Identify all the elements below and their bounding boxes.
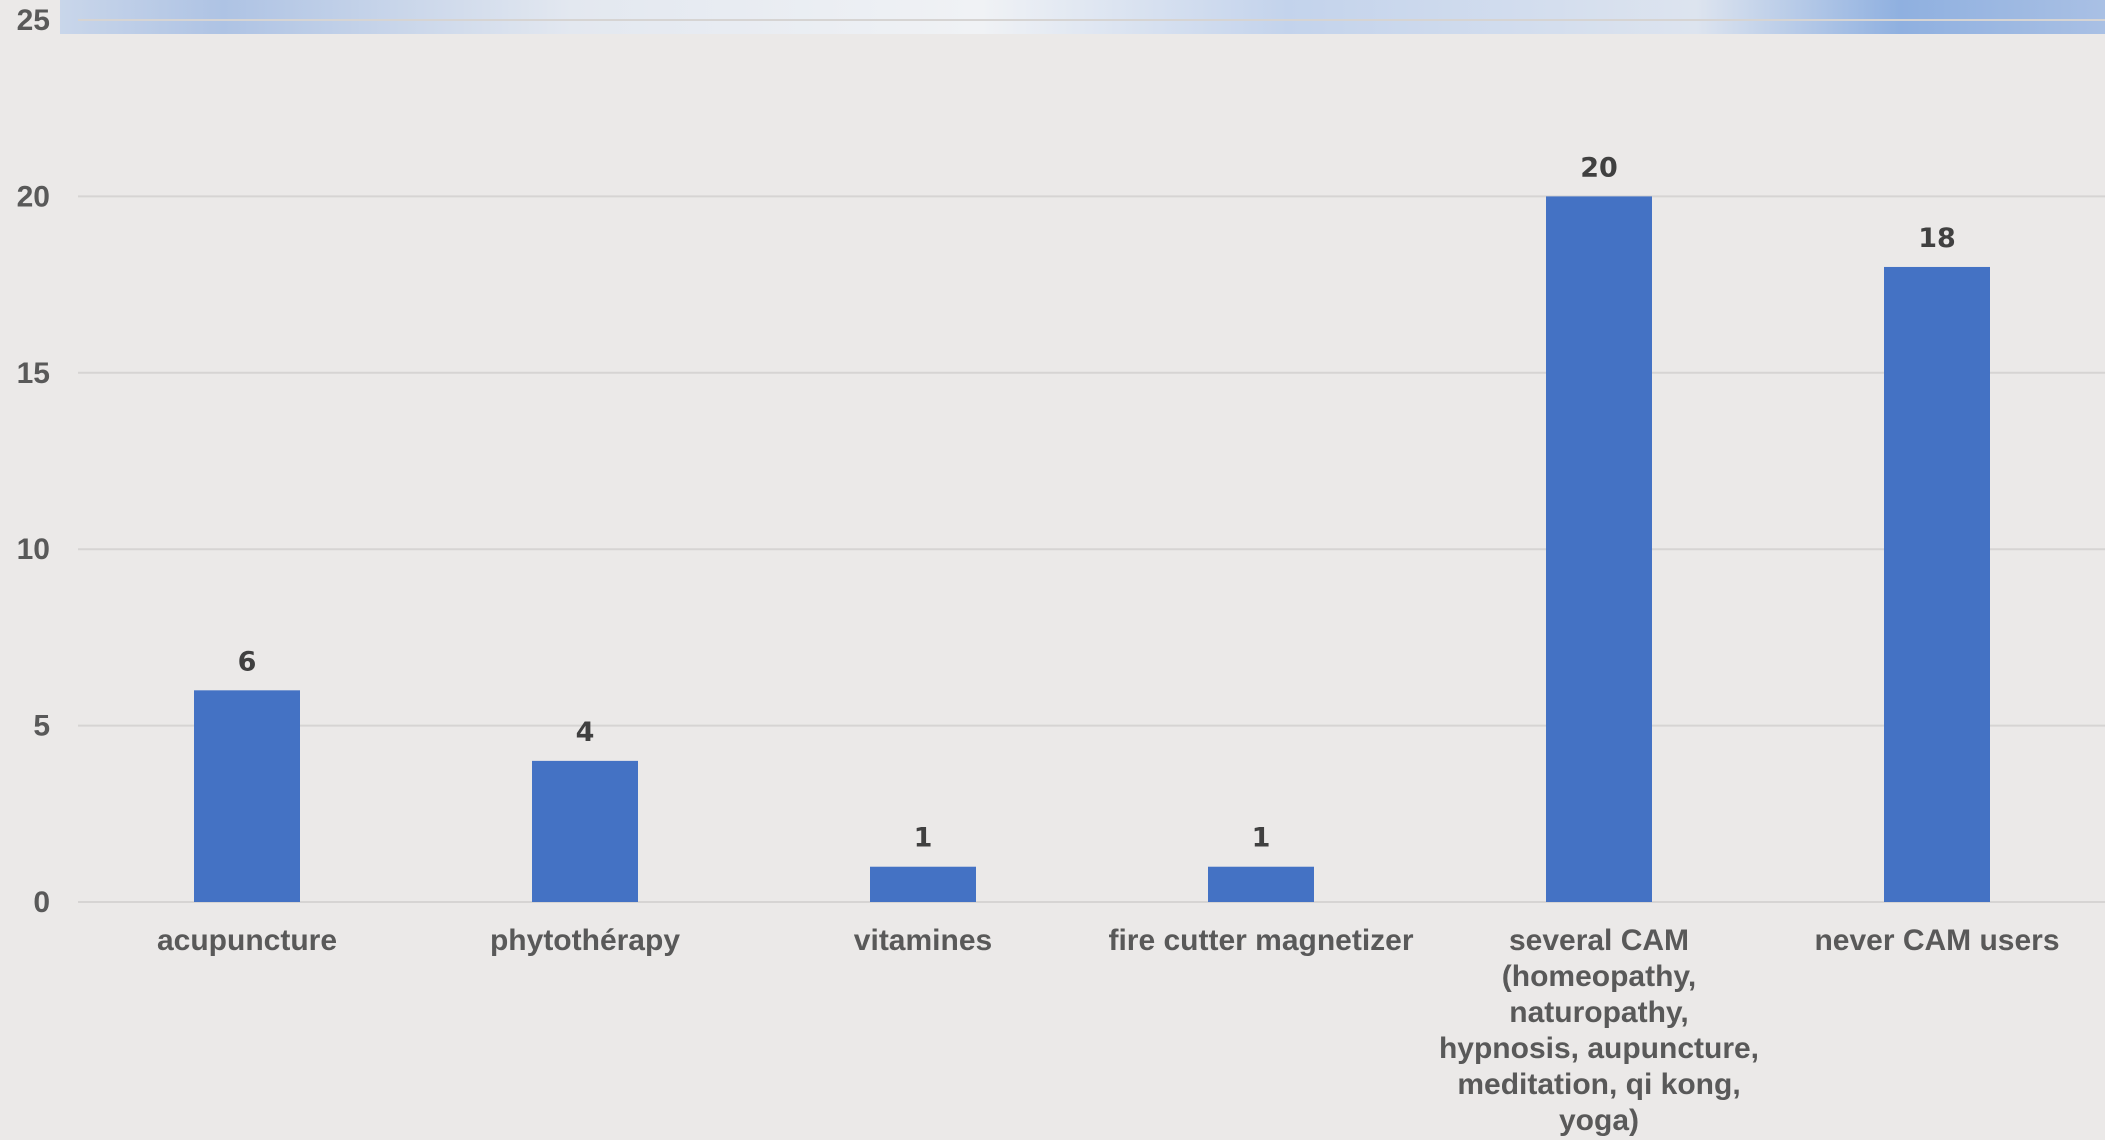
bar [870, 866, 976, 902]
category-label: never CAM users [1814, 924, 2059, 957]
bar [1546, 196, 1652, 902]
category-label-line: (homeopathy, [1502, 960, 1696, 993]
category-label-line: never CAM users [1814, 924, 2059, 957]
category-label: acupuncture [157, 924, 337, 957]
data-label: 4 [576, 717, 595, 748]
bar [194, 690, 300, 902]
y-tick-label: 0 [33, 886, 50, 919]
category-label-line: yoga) [1559, 1104, 1639, 1137]
y-tick-label: 20 [17, 180, 50, 213]
bar [1208, 866, 1314, 902]
category-label-line: vitamines [854, 924, 992, 957]
bars [194, 196, 1990, 903]
category-label-line: phytothérapy [490, 924, 680, 957]
category-label-line: acupuncture [157, 924, 337, 957]
data-label: 6 [238, 646, 257, 677]
data-label: 1 [914, 823, 933, 854]
y-tick-label: 10 [17, 533, 50, 566]
y-tick-label: 15 [17, 357, 50, 390]
category-label-line: hypnosis, aupuncture, [1439, 1032, 1759, 1065]
bar [1884, 266, 1990, 903]
top-decorative-band [60, 0, 2105, 34]
category-label: fire cutter magnetizer [1108, 924, 1413, 957]
category-label: vitamines [854, 924, 992, 957]
y-tick-label: 25 [17, 4, 50, 37]
bar [532, 760, 638, 902]
gridlines [78, 19, 2105, 903]
x-axis-categories: acupuncture phytothérapy vitamines fire cut… [157, 924, 2060, 1137]
category-label: several CAM (homeopathy, naturopathy, hypno… [1439, 924, 1759, 1137]
data-label: 1 [1252, 823, 1271, 854]
data-labels: 6 4 1 1 20 18 [238, 152, 1956, 853]
category-label-line: fire cutter magnetizer [1108, 924, 1413, 957]
category-label-line: meditation, qi kong, [1457, 1068, 1740, 1101]
category-label: phytothérapy [490, 924, 680, 957]
category-label-line: naturopathy, [1509, 996, 1688, 1029]
data-label: 20 [1580, 152, 1618, 183]
y-tick-label: 5 [33, 710, 50, 743]
category-label-line: several CAM [1509, 924, 1689, 957]
y-axis-ticks: 0 5 10 15 20 25 [17, 4, 50, 919]
data-label: 18 [1918, 223, 1956, 254]
